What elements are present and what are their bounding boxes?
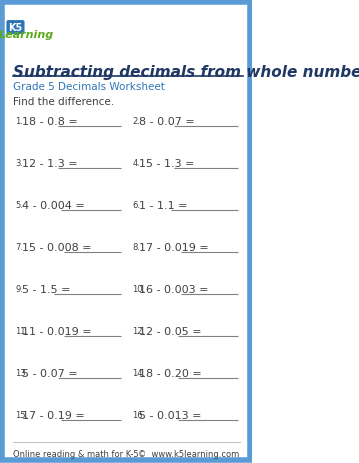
Text: 2.: 2. [132,117,140,126]
Text: Learning: Learning [0,30,54,40]
Text: 15 - 1.3 =: 15 - 1.3 = [139,159,195,169]
Text: 3.: 3. [15,159,23,168]
Text: 8 - 0.07 =: 8 - 0.07 = [139,117,195,127]
Text: 12 - 1.3 =: 12 - 1.3 = [23,159,78,169]
Text: 5.: 5. [15,200,23,210]
Text: 16 - 0.003 =: 16 - 0.003 = [139,284,209,294]
Text: 11.: 11. [15,326,29,335]
Text: 5 - 0.07 =: 5 - 0.07 = [23,368,78,378]
Text: 12.: 12. [132,326,145,335]
Text: 15 - 0.008 =: 15 - 0.008 = [23,243,92,252]
Text: K5: K5 [8,23,23,33]
Text: 16.: 16. [132,410,145,419]
Text: 9.: 9. [15,284,23,294]
Text: Find the difference.: Find the difference. [13,97,114,107]
Text: 8.: 8. [132,243,140,251]
Text: 10.: 10. [132,284,145,294]
FancyBboxPatch shape [2,3,250,460]
Text: 11 - 0.019 =: 11 - 0.019 = [23,326,92,336]
Text: ©  www.k5learning.com: © www.k5learning.com [139,449,240,458]
Text: 1.: 1. [15,117,23,126]
Text: 18 - 0.8 =: 18 - 0.8 = [23,117,78,127]
Text: 12 - 0.05 =: 12 - 0.05 = [139,326,202,336]
Text: 4 - 0.004 =: 4 - 0.004 = [23,200,85,211]
Text: 15.: 15. [15,410,29,419]
Text: Online reading & math for K-5: Online reading & math for K-5 [13,449,138,458]
Text: 5 - 0.013 =: 5 - 0.013 = [139,410,202,420]
Text: 17 - 0.19 =: 17 - 0.19 = [23,410,85,420]
Text: 14.: 14. [132,368,145,377]
Text: 7.: 7. [15,243,23,251]
Text: Subtracting decimals from whole numbers.: Subtracting decimals from whole numbers. [13,65,359,80]
Text: 5 - 1.5 =: 5 - 1.5 = [23,284,71,294]
Text: 13.: 13. [15,368,29,377]
Text: Grade 5 Decimals Worksheet: Grade 5 Decimals Worksheet [13,82,164,92]
Text: 6.: 6. [132,200,140,210]
Text: 4.: 4. [132,159,140,168]
Text: 1 - 1.1 =: 1 - 1.1 = [139,200,188,211]
Text: 17 - 0.019 =: 17 - 0.019 = [139,243,209,252]
Text: 18 - 0.20 =: 18 - 0.20 = [139,368,202,378]
